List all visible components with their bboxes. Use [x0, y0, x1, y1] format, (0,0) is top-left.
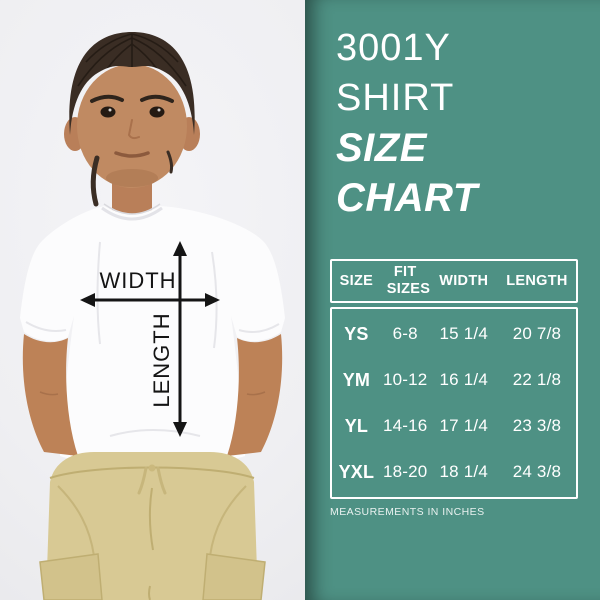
title-product-type: SHIRT	[336, 77, 455, 119]
size-table-header: SIZE FIT SIZES WIDTH LENGTH	[330, 259, 578, 303]
cell-length: 22 1/8	[512, 370, 562, 389]
photo-pane: WIDTH LENGTH	[0, 0, 305, 600]
table-row-yxl: YXL 18-20 18 1/4 24 3/8	[332, 449, 576, 495]
width-arrow	[80, 293, 220, 307]
cell-length: 24 3/8	[512, 462, 562, 481]
child-head	[64, 32, 200, 220]
table-row-ym: YM 10-12 16 1/4 22 1/8	[332, 357, 576, 403]
cell-width: 17 1/4	[439, 416, 488, 435]
cell-fit: 14-16	[382, 416, 428, 435]
cell-length: 20 7/8	[512, 324, 562, 343]
cell-width: 15 1/4	[439, 324, 488, 343]
cell-width: 18 1/4	[439, 462, 488, 481]
cell-size: YXL	[338, 461, 375, 482]
header-fit-sizes: FIT SIZES	[386, 264, 431, 297]
size-table: SIZE FIT SIZES WIDTH LENGTH YS 6-8 15 1/…	[330, 259, 578, 499]
header-length: LENGTH	[506, 272, 568, 289]
cell-fit: 10-12	[382, 370, 428, 389]
cell-fit: 18-20	[382, 462, 428, 481]
header-size: SIZE	[339, 272, 374, 289]
title-product-code: 3001Y	[336, 27, 451, 69]
chart-pane: 3001Y SHIRT SIZE CHART SIZE FIT SIZES WI…	[305, 0, 600, 600]
measurements-note: MEASUREMENTS IN INCHES	[330, 506, 485, 518]
child-photo	[20, 32, 285, 600]
length-arrow	[173, 241, 187, 437]
size-table-body: YS 6-8 15 1/4 20 7/8 YM 10-12 16 1/4 22 …	[330, 307, 578, 499]
pants	[39, 452, 266, 600]
length-measure-label: LENGTH	[149, 312, 174, 408]
cell-size: YM	[342, 369, 371, 390]
page-title: 3001Y SHIRT SIZE CHART	[336, 23, 578, 223]
cell-length: 23 3/8	[512, 416, 562, 435]
title-size-chart: SIZE CHART	[336, 126, 478, 220]
cell-size: YL	[344, 415, 369, 436]
arms	[22, 334, 283, 456]
width-measure-label: WIDTH	[99, 268, 177, 293]
cell-width: 16 1/4	[439, 370, 488, 389]
table-row-yl: YL 14-16 17 1/4 23 3/8	[332, 403, 576, 449]
table-row-ys: YS 6-8 15 1/4 20 7/8	[332, 311, 576, 357]
cell-size: YS	[344, 323, 369, 344]
cell-fit: 6-8	[392, 324, 418, 343]
header-width: WIDTH	[439, 272, 489, 289]
